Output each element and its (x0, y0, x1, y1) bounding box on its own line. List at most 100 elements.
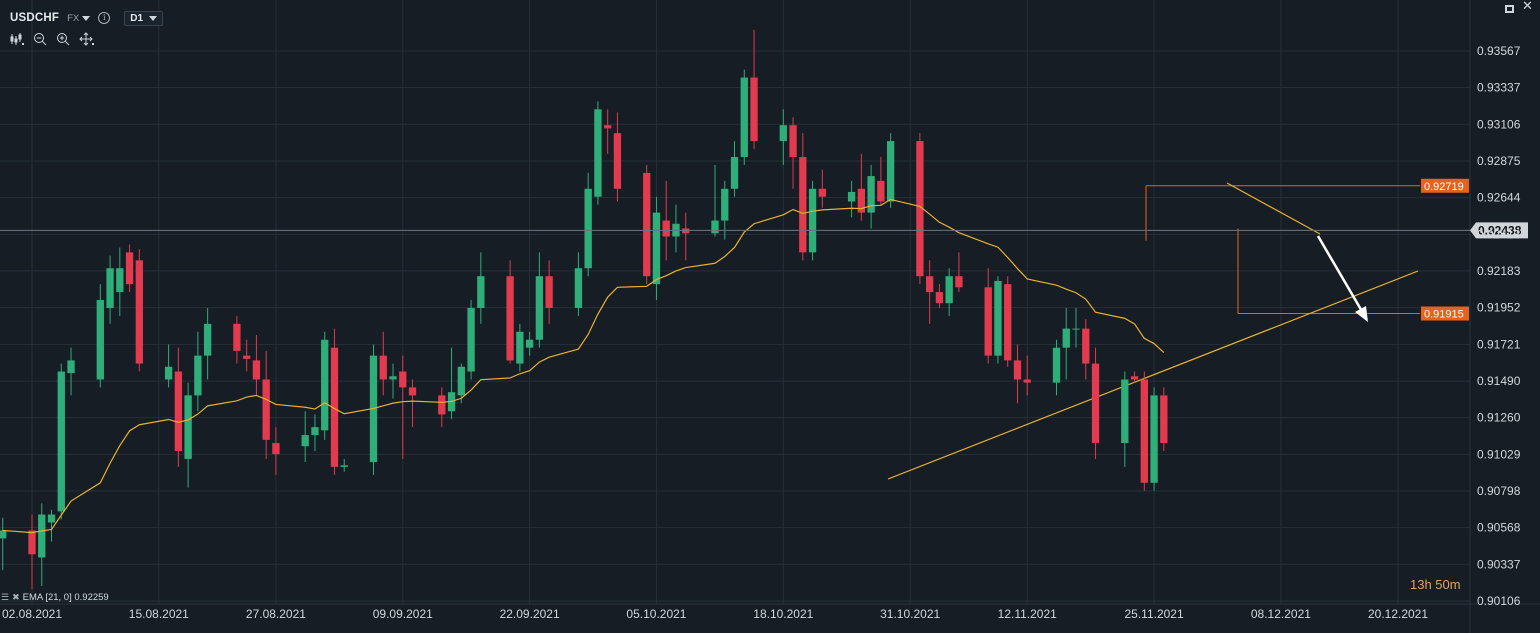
candle-body (174, 371, 183, 451)
candle-body (652, 212, 661, 285)
candle-body (1160, 395, 1168, 444)
candle-body (808, 188, 817, 253)
price-tick-label: 0.91029 (1477, 447, 1521, 461)
date-tick-label: 31.10.2021 (880, 607, 940, 621)
candle-body (408, 387, 417, 396)
candle-body (262, 379, 270, 440)
ema-layer (2, 198, 1165, 534)
candle-body (1062, 328, 1070, 348)
price-level-tag (1421, 178, 1469, 193)
candle-body (916, 141, 924, 277)
price-tick-label: 0.91490 (1477, 374, 1521, 388)
info-icon[interactable]: i (98, 12, 111, 24)
candle-body (467, 307, 475, 372)
chevron-down-icon (149, 15, 158, 21)
candle-body (643, 172, 651, 277)
time-axis: 02.08.2021 15.08.2021 27.08.2021 09.09.2021… (2, 607, 1428, 621)
date-tick-label: 09.09.2021 (373, 607, 433, 621)
candle-body (389, 376, 397, 380)
candle-body (57, 371, 65, 512)
market-label: FX (67, 12, 80, 24)
price-tick-label: 0.90568 (1477, 521, 1521, 535)
candle-body (203, 323, 212, 356)
overlay-layer: 0.92438 (0, 222, 1528, 239)
candle-body (847, 191, 856, 202)
candle-body (340, 465, 348, 467)
restore-window-icon[interactable] (1504, 1, 1516, 13)
indicators-icon[interactable] (10, 32, 25, 46)
date-tick-label: 18.10.2021 (753, 607, 813, 621)
candle-body (379, 355, 387, 380)
candle-body (730, 156, 739, 189)
zoom-in-icon[interactable] (56, 32, 71, 46)
current-price-label: 0.92438 (1478, 223, 1522, 237)
market-dropdown[interactable]: FX (67, 12, 91, 24)
price-tick-label: 0.93567 (1477, 44, 1521, 58)
candle-body (125, 252, 134, 285)
timeframe-dropdown[interactable]: D1 (124, 10, 164, 26)
price-tick-label: 0.92183 (1477, 264, 1521, 278)
candle-body (1130, 376, 1139, 380)
candle-body (252, 360, 261, 380)
chart-tools (10, 32, 94, 46)
candle-body (984, 287, 992, 356)
candle-body (1150, 395, 1158, 483)
close-icon[interactable]: ✕ (1522, 0, 1533, 13)
forecast-arrow-head (1355, 306, 1368, 322)
candle-body (321, 339, 329, 431)
ema-legend-text: EMA [21, 0] 0.92259 (22, 592, 109, 603)
candle-body (399, 371, 407, 388)
candle-body (438, 395, 446, 415)
candle-body (1140, 379, 1148, 483)
date-tick-label: 25.11.2021 (1124, 607, 1183, 621)
candles-layer (0, 29, 1168, 590)
price-tick-label: 0.92875 (1477, 154, 1521, 168)
candle-body (574, 268, 583, 308)
candle-body (1004, 284, 1012, 361)
candle-body (106, 268, 114, 308)
candle-countdown: 13h 50m (1410, 577, 1461, 592)
menu-icon[interactable]: ☰ (1, 592, 10, 602)
candle-body (301, 435, 309, 447)
price-tick-label: 0.93337 (1477, 81, 1521, 95)
candle-body (525, 339, 534, 348)
candle-body (857, 188, 866, 213)
candle-body (1023, 379, 1031, 383)
price-level-label: 0.91915 (1424, 309, 1464, 321)
date-tick-label: 02.08.2021 (2, 607, 62, 621)
candle-body (330, 347, 339, 467)
candle-body (613, 133, 622, 189)
price-tick-label: 0.90798 (1477, 484, 1521, 498)
price-tick-label: 0.91721 (1477, 337, 1521, 351)
candle-body (662, 220, 670, 237)
candle-body (1121, 379, 1129, 444)
price-tick-label: 0.92644 (1477, 191, 1521, 205)
candle-body (0, 530, 7, 539)
candle-body (925, 276, 934, 293)
date-tick-label: 12.11.2021 (998, 607, 1057, 621)
crosshair-move-icon[interactable] (79, 32, 94, 46)
symbol-name[interactable]: USDCHF (10, 12, 60, 24)
chevron-down-icon (82, 15, 91, 21)
remove-indicator-icon[interactable]: ✖ (12, 592, 20, 602)
candle-body (994, 280, 1002, 356)
candle-body (96, 300, 104, 380)
candle-body (38, 514, 46, 558)
price-tick-label: 0.90106 (1477, 594, 1521, 608)
candle-body (945, 276, 953, 304)
candle-body (28, 530, 36, 555)
candle-body (272, 443, 280, 455)
drawing-objects: 0.92719 0.91915 (887, 178, 1469, 480)
candle-body (799, 156, 807, 253)
current-price-tag (1470, 222, 1528, 239)
candle-body (779, 125, 787, 142)
candle-body (477, 276, 485, 308)
zoom-out-icon[interactable] (33, 32, 48, 46)
price-axis: 0.93567 0.93337 0.93106 0.92875 0.92644 0.924… (1477, 44, 1521, 608)
candle-body (594, 109, 602, 197)
candle-body (789, 125, 797, 157)
date-tick-label: 08.12.2021 (1251, 607, 1311, 621)
